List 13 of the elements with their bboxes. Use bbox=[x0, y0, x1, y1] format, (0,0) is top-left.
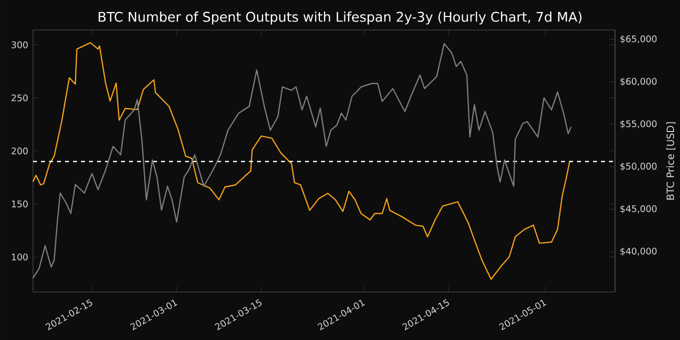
y2-tick-label: $40,000 bbox=[620, 248, 657, 256]
y-tick-label: 300 bbox=[12, 41, 28, 48]
y-tick-label: 250 bbox=[12, 94, 28, 102]
y-tick-label: 100 bbox=[12, 254, 28, 260]
y2-tick-label: $60,000 bbox=[620, 78, 657, 86]
y-tick-label: 150 bbox=[12, 200, 28, 208]
y2-tick-label: $55,000 bbox=[620, 120, 657, 128]
y2-tick-label: $65,000 bbox=[620, 35, 657, 44]
y2-axis-title: BTC Price [USD] bbox=[666, 122, 676, 200]
y-tick-label: 200 bbox=[12, 147, 28, 154]
y2-tick-label: $50,000 bbox=[620, 162, 657, 171]
y2-tick-label: $45,000 bbox=[620, 205, 657, 214]
chart-title: BTC Number of Spent Outputs with Lifespan 2y-3y (Hourly Chart, 7d MA) bbox=[98, 12, 582, 24]
